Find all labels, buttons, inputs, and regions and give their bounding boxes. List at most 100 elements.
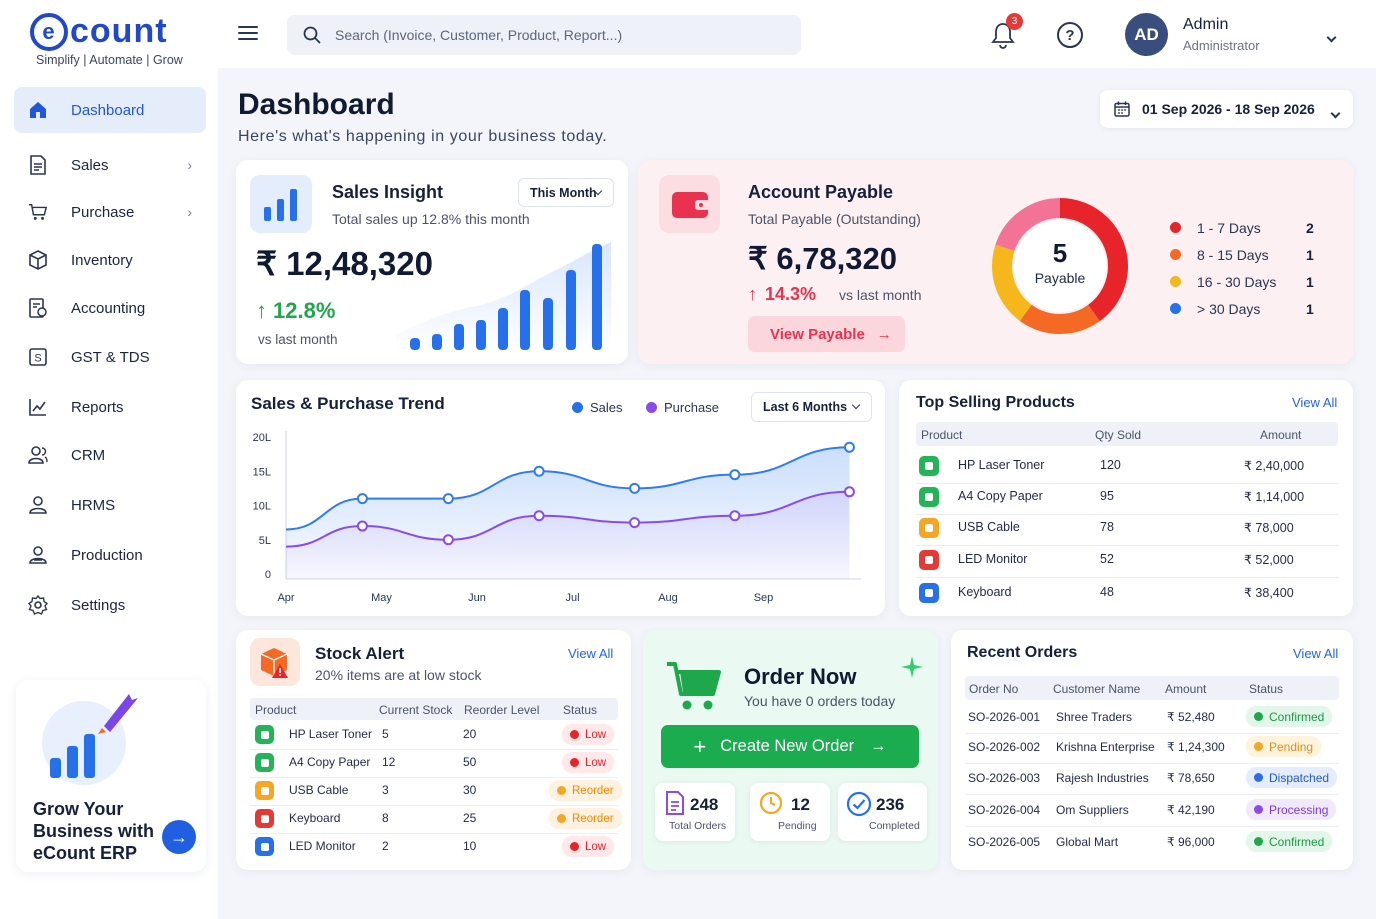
reorder-level: 30 (463, 783, 477, 797)
table-row[interactable]: HP Laser Toner 5 20 Low (236, 724, 631, 749)
status-label: Low (585, 728, 607, 741)
status-badge: Confirmed (1246, 706, 1333, 727)
stat-label: Completed (869, 820, 920, 832)
plus-icon: + (693, 733, 707, 759)
period-dropdown[interactable]: This Month (518, 178, 614, 207)
sidebar-item-label: GST & TDS (71, 348, 150, 366)
row-divider (965, 826, 1339, 827)
hamburger-menu-icon[interactable] (238, 26, 258, 40)
table-row[interactable]: LED Monitor 52 ₹ 52,000 (899, 550, 1353, 576)
top-products-view-all[interactable]: View All (1292, 395, 1338, 410)
recent-orders-view-all[interactable]: View All (1293, 646, 1339, 661)
view-payable-label: View Payable (770, 325, 865, 343)
page-subtitle: Here's what's happening in your business… (238, 128, 608, 145)
create-order-button[interactable]: + Create New Order → (661, 725, 919, 768)
data-point-sales (729, 469, 741, 481)
table-row[interactable]: SO-2026-005 Global Mart ₹ 96,000 Confirmed (951, 831, 1353, 855)
sidebar-item-hrms[interactable]: HRMS (14, 482, 206, 528)
status-label: Pending (1269, 739, 1314, 754)
current-stock: 12 (382, 755, 396, 769)
x-tick-label: Apr (277, 592, 294, 604)
sidebar-item-settings[interactable]: Settings (14, 582, 206, 628)
search-input[interactable]: Search (Invoice, Customer, Product, Repo… (287, 15, 801, 55)
sales-insight-title: Sales Insight (332, 182, 444, 202)
trend-title: Sales & Purchase Trend (251, 394, 445, 413)
date-range-picker[interactable]: 01 Sep 2026 - 18 Sep 2026 (1100, 90, 1353, 128)
column-header: Current Stock (379, 703, 453, 717)
legend-label: 1 - 7 Days (1197, 220, 1261, 236)
table-row[interactable]: A4 Copy Paper 12 50 Low (236, 752, 631, 777)
table-row[interactable]: SO-2026-002 Krishna Enterprise ₹ 1,24,300 P… (951, 736, 1353, 760)
product-icon (255, 809, 274, 828)
avatar[interactable]: AD (1125, 13, 1168, 56)
sidebar-item-accounting[interactable]: Accounting (14, 285, 206, 331)
row-divider (916, 483, 1338, 484)
column-header: Amount (1260, 428, 1302, 442)
sidebar-item-crm[interactable]: CRM (14, 432, 206, 478)
qty-sold: 78 (1100, 520, 1114, 534)
factory-icon (28, 545, 48, 565)
status-dot (1254, 712, 1263, 721)
status-badge: Processing (1246, 799, 1337, 820)
sidebar-item-gst-tds[interactable]: S GST & TDS (14, 334, 206, 380)
sidebar-item-production[interactable]: Production (14, 532, 206, 578)
table-row[interactable]: Keyboard 48 ₹ 38,400 (899, 583, 1353, 609)
order-now-card: Order Now You have 0 orders today + Creat… (643, 630, 938, 870)
table-row[interactable]: USB Cable 78 ₹ 78,000 (899, 518, 1353, 544)
column-header: Customer Name (1053, 682, 1141, 696)
row-divider (250, 833, 618, 834)
person-icon (28, 495, 48, 515)
legend-dot (1170, 249, 1181, 260)
status-badge: Confirmed (1246, 831, 1333, 852)
cart-icon (667, 662, 721, 710)
row-divider (250, 749, 618, 750)
product-name: Keyboard (289, 811, 341, 825)
table-row[interactable]: SO-2026-004 Om Suppliers ₹ 42,190 Processin… (951, 799, 1353, 823)
x-tick-label: Aug (658, 592, 678, 604)
sidebar-item-dashboard[interactable]: Dashboard (14, 87, 206, 133)
status-label: Processing (1269, 802, 1329, 817)
recent-orders-title: Recent Orders (967, 644, 1078, 661)
sidebar-item-inventory[interactable]: Inventory (14, 237, 206, 283)
table-row[interactable]: LED Monitor 2 10 Low (236, 836, 631, 861)
amount: ₹ 1,14,000 (1244, 490, 1305, 504)
sidebar-item-label: Settings (71, 596, 126, 614)
product-name: HP Laser Toner (958, 458, 1045, 472)
sidebar-item-purchase[interactable]: Purchase › (14, 189, 206, 235)
y-tick-label: 10L (253, 501, 271, 513)
promo-card: Grow Your Business with eCount ERP → (16, 680, 206, 872)
sidebar-item-sales[interactable]: Sales › (14, 142, 206, 188)
status-label: Reorder (572, 784, 614, 797)
table-row[interactable]: A4 Copy Paper 95 ₹ 1,14,000 (899, 487, 1353, 513)
stock-alert-icon (250, 638, 300, 686)
status-dot (1254, 837, 1263, 846)
user-name[interactable]: Admin (1183, 16, 1229, 33)
stock-alert-view-all[interactable]: View All (568, 646, 614, 661)
qty-sold: 48 (1100, 585, 1114, 599)
legend-dot (1170, 222, 1181, 233)
table-row[interactable]: SO-2026-003 Rajesh Industries ₹ 78,650 Disp… (951, 767, 1353, 791)
view-payable-button[interactable]: View Payable → (748, 316, 905, 352)
sales-insight-card: Sales Insight Total sales up 12.8% this … (236, 160, 628, 364)
donut-label: Payable (1034, 270, 1086, 286)
data-point-sales (533, 465, 545, 477)
status-label: Confirmed (1269, 834, 1325, 849)
help-icon[interactable]: ? (1057, 22, 1083, 48)
brand-logo[interactable]: eecountcount Simplify | Automate | Grow (30, 12, 183, 67)
table-row[interactable]: Keyboard 8 25 Reorder (236, 808, 631, 833)
chart-icon (28, 397, 48, 417)
table-row[interactable]: USB Cable 3 30 Reorder (236, 780, 631, 805)
order-no: SO-2026-002 (968, 740, 1041, 754)
table-row[interactable]: SO-2026-001 Shree Traders ₹ 52,480 Confirme… (951, 706, 1353, 730)
promo-arrow-button[interactable]: → (162, 820, 196, 854)
product-icon (255, 781, 274, 800)
stat-label: Pending (778, 820, 817, 832)
trend-period-dropdown[interactable]: Last 6 Months (751, 392, 872, 422)
legend-count: 1 (1306, 301, 1314, 317)
document-icon (28, 155, 48, 175)
sidebar-item-reports[interactable]: Reports (14, 384, 206, 430)
chevron-down-icon[interactable] (1326, 28, 1337, 46)
legend-label: 16 - 30 Days (1197, 274, 1277, 290)
table-row[interactable]: HP Laser Toner 120 ₹ 2,40,000 (899, 456, 1353, 482)
arrow-right-icon: → (170, 826, 188, 847)
